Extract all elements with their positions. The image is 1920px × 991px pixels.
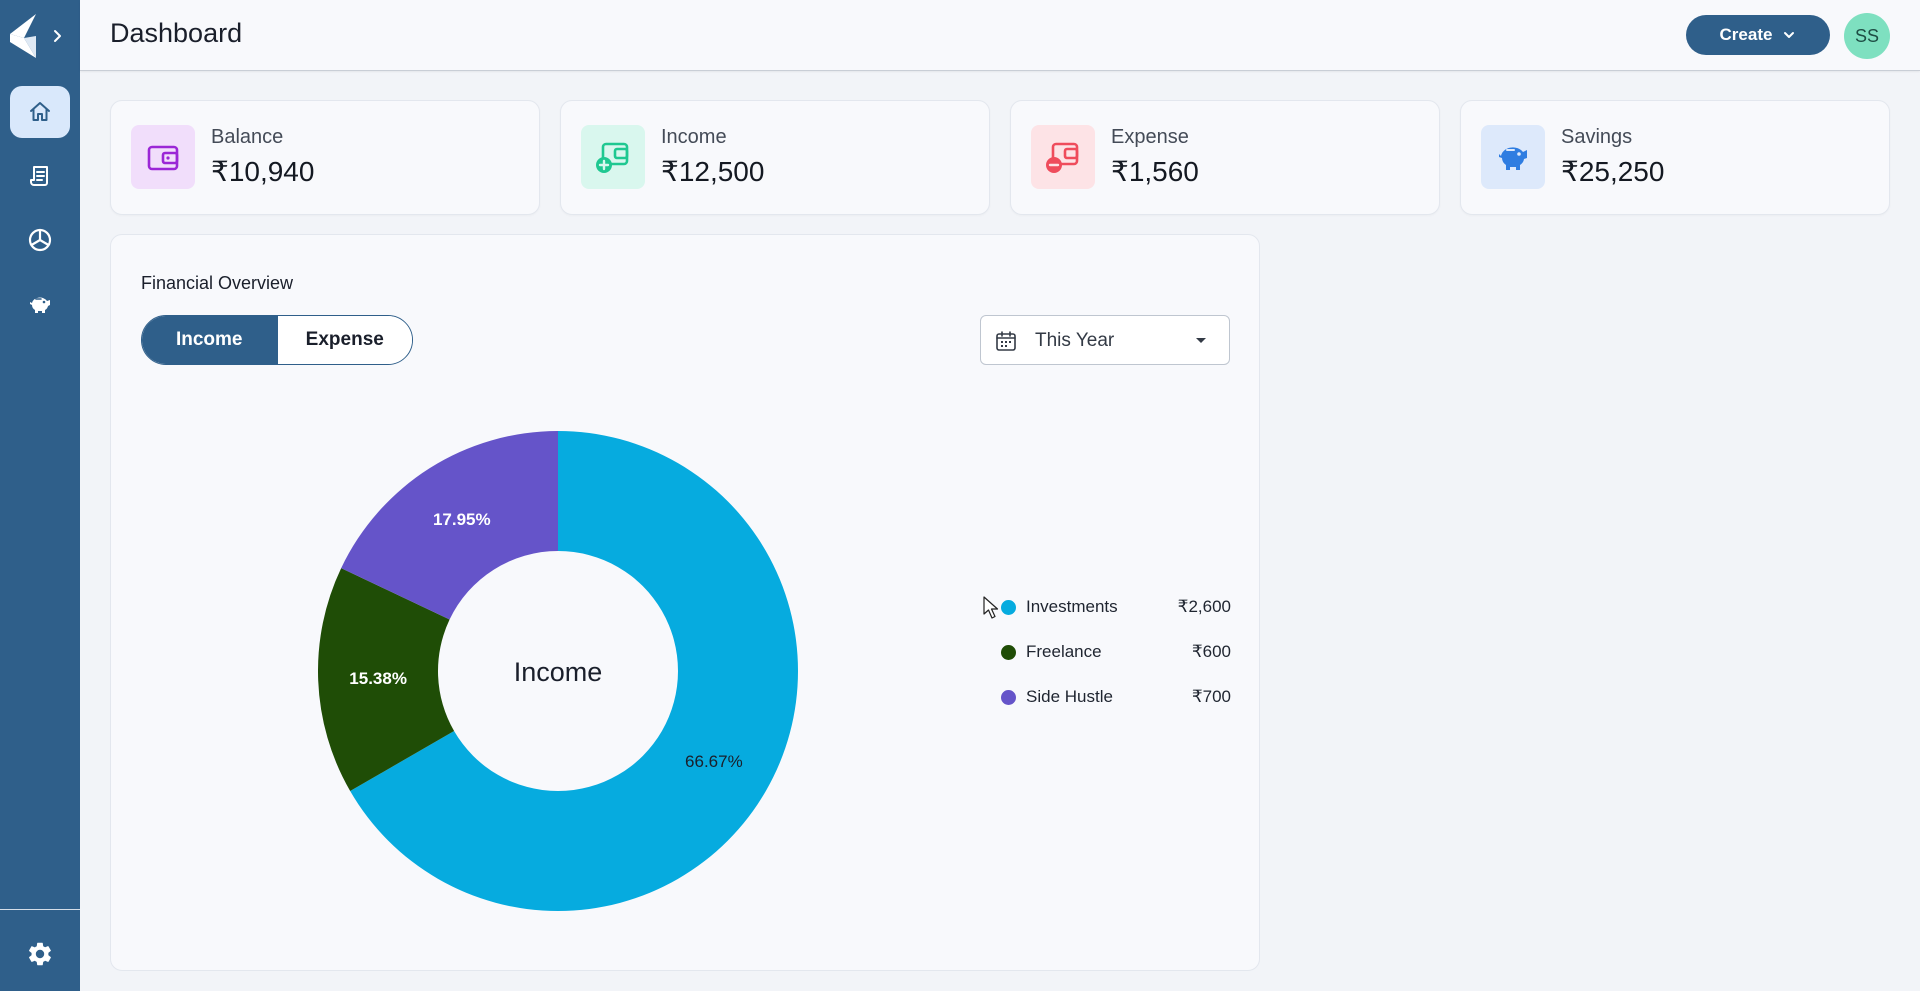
stat-value: ₹25,250 [1561, 156, 1665, 187]
stat-value: ₹10,940 [211, 156, 315, 187]
create-button[interactable]: Create [1686, 15, 1830, 55]
period-select-value: This Year [1035, 330, 1115, 351]
settings-button[interactable] [22, 936, 58, 972]
chevron-right-icon[interactable] [50, 28, 66, 44]
sidebar-divider [0, 909, 80, 910]
create-button-label: Create [1719, 25, 1773, 44]
legend-dot [1001, 645, 1016, 660]
stat-icon-box [131, 125, 195, 189]
legend-label: Investments [1026, 597, 1118, 616]
income-expense-toggle: Income Expense [141, 315, 413, 365]
donut-slice-percent-label: 66.67% [685, 752, 743, 771]
legend-item-investments[interactable]: Investments ₹2,600 [1001, 595, 1231, 619]
mouse-cursor-icon [983, 596, 999, 619]
piggy-bank-icon [1499, 147, 1527, 170]
legend-dot [1001, 600, 1016, 615]
donut-slice-investments[interactable] [350, 431, 798, 911]
stat-card-balance: Balance ₹10,940 [110, 100, 540, 215]
sidebar-item-savings[interactable] [10, 278, 70, 330]
legend-value: ₹700 [1191, 687, 1231, 706]
legend-value: ₹2,600 [1177, 597, 1231, 616]
stat-value: ₹12,500 [661, 156, 765, 187]
period-select[interactable]: This Year [980, 315, 1230, 365]
legend-label: Freelance [1026, 642, 1102, 661]
wallet-remove-icon [1046, 142, 1079, 173]
sidebar-item-budget[interactable] [10, 214, 70, 266]
app-logo [10, 14, 36, 58]
stat-label: Income [661, 126, 727, 148]
chevron-down-icon [1784, 32, 1795, 38]
sidebar-item-transactions[interactable] [10, 150, 70, 202]
legend-dot [1001, 690, 1016, 705]
donut-slice-side-hustle[interactable] [341, 431, 558, 620]
stat-card-income: Income ₹12,500 [560, 100, 990, 215]
logo-area [0, 0, 80, 72]
home-icon [30, 102, 50, 121]
wallet-icon [147, 145, 179, 171]
stat-value: ₹1,560 [1111, 156, 1199, 187]
panel-title: Financial Overview [141, 273, 294, 293]
donut-slice-freelance[interactable] [318, 568, 455, 791]
page-title: Dashboard [110, 18, 243, 48]
legend-item-freelance[interactable]: Freelance ₹600 [1001, 640, 1231, 664]
sidebar-item-home[interactable] [10, 86, 70, 138]
stat-icon-box [1031, 125, 1095, 189]
stat-card-expense: Expense ₹1,560 [1010, 100, 1440, 215]
calendar-icon [996, 331, 1016, 351]
gear-icon [29, 942, 51, 966]
caret-down-icon [1196, 338, 1206, 343]
stat-label: Savings [1561, 126, 1633, 148]
tab-income[interactable]: Income [142, 316, 277, 364]
stat-icon-box [1481, 125, 1545, 189]
stat-card-savings: Savings ₹25,250 [1460, 100, 1890, 215]
stat-label: Balance [211, 126, 284, 148]
pie-chart-icon [28, 228, 52, 252]
donut-center-label: Income [514, 657, 603, 687]
receipt-icon [30, 166, 48, 186]
legend-value: ₹600 [1191, 642, 1231, 661]
tab-expense[interactable]: Expense [276, 316, 412, 364]
donut-slice-percent-label: 17.95% [433, 510, 491, 529]
financial-overview-panel: Financial Overview Income Expense This Y… [110, 234, 1260, 971]
donut-slice-percent-label: 15.38% [349, 669, 407, 688]
stat-icon-box [581, 125, 645, 189]
income-donut-chart: 66.67% 15.38% 17.95% Income [318, 431, 798, 911]
legend-item-side-hustle[interactable]: Side Hustle ₹700 [1001, 685, 1231, 709]
piggy-bank-icon [30, 297, 50, 313]
legend-label: Side Hustle [1026, 687, 1113, 706]
top-header: Dashboard Create SS [80, 0, 1920, 71]
wallet-add-icon [596, 142, 629, 173]
stat-label: Expense [1111, 126, 1189, 148]
avatar[interactable]: SS [1844, 13, 1890, 59]
sidebar [0, 0, 80, 991]
